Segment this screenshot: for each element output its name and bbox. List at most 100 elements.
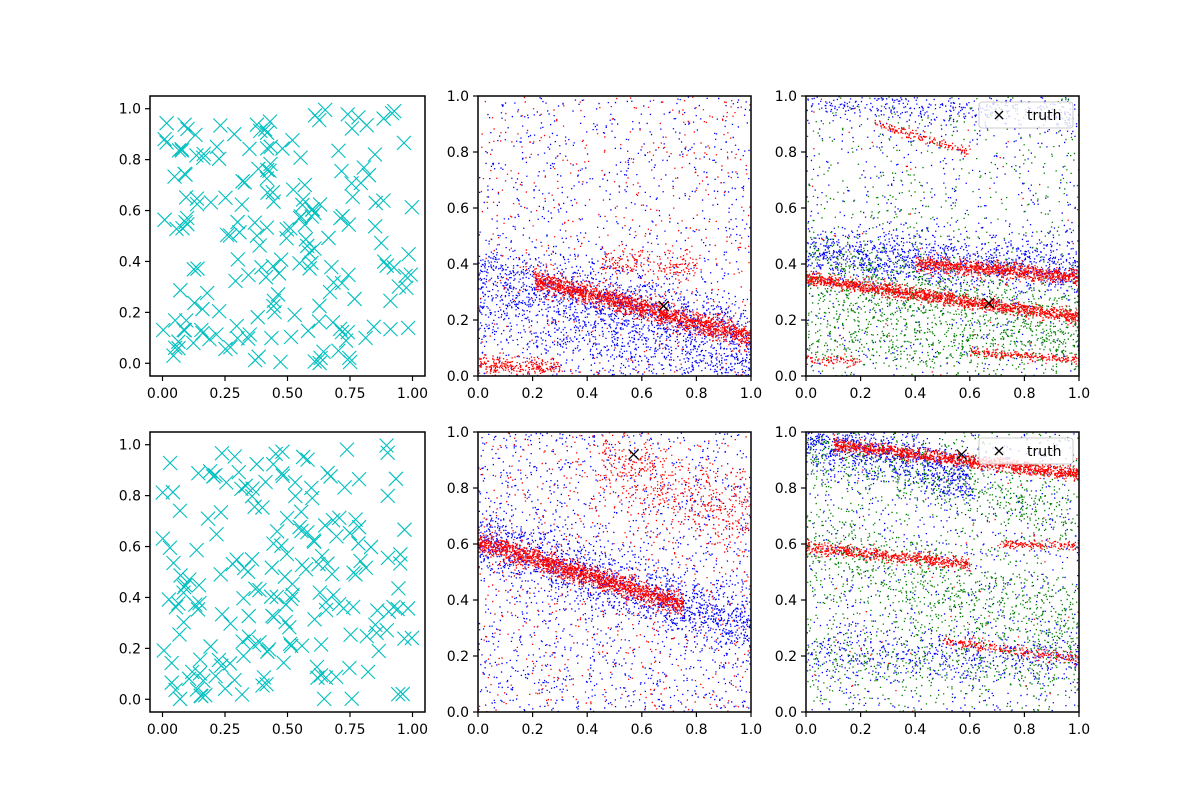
data-point — [395, 686, 411, 702]
data-point — [356, 160, 372, 175]
x-tick-label: 0.0 — [467, 722, 489, 738]
data-point — [314, 548, 330, 564]
data-point — [295, 449, 311, 465]
data-point — [257, 122, 273, 137]
data-point — [397, 522, 412, 538]
data-point — [211, 652, 227, 668]
data-point — [311, 556, 326, 572]
data-point — [209, 327, 224, 342]
legend: truth — [978, 101, 1074, 129]
y-tick-label: 0.4 — [119, 254, 141, 270]
x-tick-label: 0.8 — [685, 386, 707, 402]
data-point — [269, 523, 285, 539]
data-point — [273, 252, 289, 268]
data-point — [347, 291, 362, 307]
data-point — [367, 617, 383, 633]
data-point — [264, 330, 279, 346]
data-point — [212, 118, 228, 133]
x-tick-label: 0.4 — [904, 386, 926, 402]
data-point — [285, 182, 301, 198]
data-point — [265, 456, 281, 472]
legend-label: truth — [1027, 108, 1061, 124]
data-point — [376, 254, 392, 269]
data-point — [293, 523, 309, 539]
data-point — [213, 505, 229, 520]
data-point — [321, 230, 336, 246]
data-point — [211, 303, 227, 319]
data-point — [283, 638, 299, 654]
data-point — [300, 323, 316, 339]
data-point — [391, 279, 407, 294]
truth-marker — [628, 448, 640, 460]
data-point — [263, 589, 279, 605]
y-tick-label: 0.6 — [119, 204, 141, 220]
data-point — [264, 608, 280, 624]
data-point — [166, 348, 181, 363]
data-point — [276, 655, 291, 671]
y-tick-label: 0.0 — [775, 369, 797, 385]
data-point — [235, 634, 251, 649]
y-tick-label: 1.0 — [447, 425, 469, 441]
data-point — [176, 585, 191, 600]
data-point — [304, 255, 319, 271]
data-point — [293, 150, 308, 165]
data-point — [359, 628, 375, 644]
data-point — [366, 319, 382, 335]
panel-top-right: 0.0 0.2 0.4 0.6 0.8 1.0 0.0 0.2 0.4 0.6 0.8 1.0 trut… — [775, 89, 1090, 402]
data-point — [353, 553, 368, 569]
x-tick-label: 0.8 — [685, 722, 707, 738]
data-point — [325, 512, 341, 528]
data-point — [178, 312, 194, 328]
data-point — [193, 322, 209, 338]
y-tick-label: 0.4 — [447, 257, 469, 273]
data-point — [256, 670, 272, 685]
y-tick-label: 0.8 — [775, 145, 797, 161]
data-point — [404, 630, 420, 646]
data-point — [391, 581, 406, 596]
data-point — [203, 194, 219, 210]
data-point — [155, 485, 171, 500]
data-point — [260, 185, 275, 201]
y-tick-label: 1.0 — [775, 425, 797, 441]
data-point — [172, 627, 187, 642]
y-tick-label: 0.6 — [775, 201, 797, 217]
data-point — [234, 687, 250, 702]
data-point — [190, 602, 206, 617]
data-point — [398, 268, 413, 284]
data-point — [229, 318, 245, 334]
data-point — [333, 210, 348, 226]
data-point — [236, 590, 251, 606]
data-point — [317, 102, 333, 118]
data-point — [234, 197, 250, 213]
data-point — [348, 512, 363, 527]
data-point — [240, 564, 256, 580]
axes-frame — [805, 431, 1080, 713]
x-tick-label: 0.00 — [147, 386, 178, 402]
data-point — [287, 488, 303, 504]
truth-marker — [983, 297, 995, 309]
data-point — [258, 269, 274, 285]
data-point — [186, 295, 202, 311]
data-point — [265, 258, 281, 274]
legend-label: truth — [1027, 444, 1061, 460]
data-point — [252, 582, 267, 598]
data-point — [157, 131, 173, 147]
data-point — [369, 603, 385, 618]
panel-top-left: 0.00 0.25 0.50 0.75 1.00 0.0 0.2 0.4 0.6 0.8 1.0 — [119, 95, 428, 402]
data-point — [278, 597, 294, 612]
data-series — [806, 96, 1079, 376]
x-tick-label: 1.00 — [397, 722, 428, 738]
data-point — [318, 602, 334, 618]
x-tick-label: 1.0 — [1068, 386, 1090, 402]
data-point — [275, 468, 291, 484]
y-tick-label: 0.0 — [447, 705, 469, 721]
data-point — [287, 474, 303, 490]
data-point — [232, 224, 247, 240]
y-tick-label: 0.0 — [119, 356, 141, 372]
data-point — [344, 121, 360, 136]
legend-marker — [994, 446, 1004, 456]
data-point — [238, 478, 254, 494]
data-point — [270, 287, 286, 302]
data-point — [332, 321, 348, 337]
data-point — [393, 547, 408, 562]
